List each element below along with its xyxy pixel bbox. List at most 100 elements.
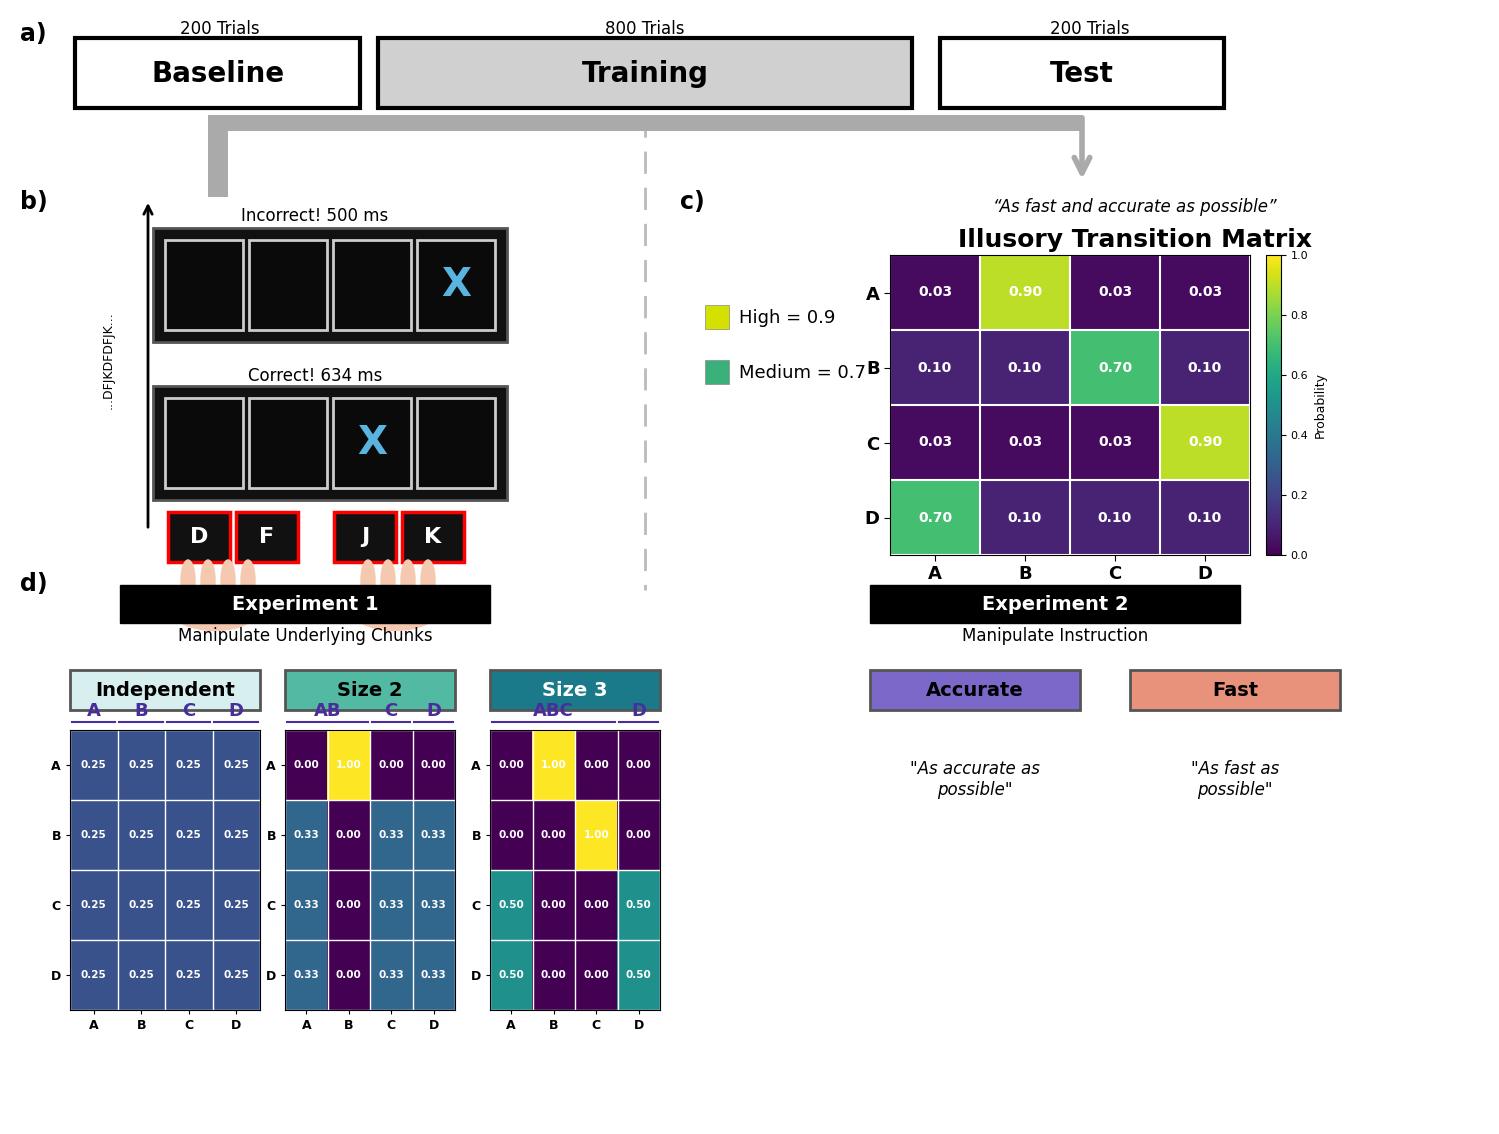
Text: 0.00: 0.00 [583,900,609,909]
FancyBboxPatch shape [217,115,1082,132]
Text: 0.25: 0.25 [175,970,202,980]
Text: 0.25: 0.25 [81,760,106,770]
Text: 0.10: 0.10 [917,361,952,374]
Text: 0.00: 0.00 [627,760,652,770]
Text: 0.03: 0.03 [917,435,952,449]
Text: 0.10: 0.10 [1187,510,1222,525]
FancyBboxPatch shape [208,115,228,197]
Text: Manipulate Underlying Chunks: Manipulate Underlying Chunks [178,627,432,645]
FancyBboxPatch shape [417,240,495,330]
Text: 0.25: 0.25 [129,760,154,770]
Text: 0.33: 0.33 [378,900,405,909]
Text: D: D [631,702,646,720]
FancyBboxPatch shape [869,670,1079,710]
FancyBboxPatch shape [705,359,729,384]
Text: “As fast and accurate as possible”: “As fast and accurate as possible” [994,198,1277,215]
Text: Accurate: Accurate [926,680,1024,700]
Text: 0.00: 0.00 [498,830,525,840]
Ellipse shape [201,560,214,600]
Text: 200 Trials: 200 Trials [180,20,259,39]
Text: Size 2: Size 2 [337,680,403,700]
Ellipse shape [220,560,235,600]
Text: 0.10: 0.10 [1007,510,1042,525]
Text: 0.25: 0.25 [223,830,249,840]
Text: 0.00: 0.00 [336,900,361,909]
Text: 0.25: 0.25 [81,900,106,909]
Text: High = 0.9: High = 0.9 [739,308,835,327]
Text: a): a) [19,22,46,46]
Text: Training: Training [582,60,709,88]
Text: 0.00: 0.00 [583,970,609,980]
FancyBboxPatch shape [249,240,327,330]
Text: 0.33: 0.33 [294,900,319,909]
Text: d): d) [19,572,48,596]
Text: 0.25: 0.25 [223,900,249,909]
Text: C: C [385,702,397,720]
Text: 0.00: 0.00 [627,830,652,840]
Text: 1.00: 1.00 [336,760,361,770]
Text: 0.25: 0.25 [223,970,249,980]
Text: A: A [87,702,100,720]
Text: Manipulate Instruction: Manipulate Instruction [962,627,1148,645]
Text: 0.10: 0.10 [1187,361,1222,374]
Text: 0.50: 0.50 [498,970,525,980]
Text: 0.70: 0.70 [1097,361,1132,374]
Text: 0.33: 0.33 [294,970,319,980]
Text: 0.33: 0.33 [294,830,319,840]
Text: 0.10: 0.10 [1007,361,1042,374]
Text: D: D [426,702,441,720]
Ellipse shape [402,560,415,600]
FancyBboxPatch shape [168,511,229,562]
Text: 1.00: 1.00 [583,830,609,840]
Text: 0.00: 0.00 [541,970,567,980]
FancyBboxPatch shape [153,228,507,342]
Text: 0.03: 0.03 [917,286,952,299]
FancyBboxPatch shape [235,511,298,562]
Text: c): c) [681,191,705,214]
Text: 0.25: 0.25 [175,760,202,770]
Text: X: X [357,424,387,462]
FancyBboxPatch shape [402,511,465,562]
Text: "As fast as
possible": "As fast as possible" [1190,760,1279,798]
Text: Experiment 1: Experiment 1 [232,594,378,613]
Text: K: K [424,527,442,547]
FancyBboxPatch shape [1130,670,1340,710]
Text: 0.90: 0.90 [1187,435,1222,449]
Text: 0.00: 0.00 [541,900,567,909]
Text: Test: Test [1051,60,1114,88]
Text: 0.33: 0.33 [378,970,405,980]
Text: AB: AB [313,702,342,720]
Text: Independent: Independent [94,680,235,700]
Text: 0.25: 0.25 [175,830,202,840]
Text: 0.70: 0.70 [917,510,952,525]
Text: ABC: ABC [534,702,574,720]
Text: 0.25: 0.25 [129,830,154,840]
FancyBboxPatch shape [285,670,456,710]
Text: X: X [441,266,471,304]
FancyBboxPatch shape [333,240,411,330]
Text: Correct! 634 ms: Correct! 634 ms [247,367,382,386]
Ellipse shape [361,560,375,600]
Text: 0.00: 0.00 [541,830,567,840]
Text: 1.00: 1.00 [541,760,567,770]
Text: 0.00: 0.00 [421,760,447,770]
Text: 0.25: 0.25 [129,900,154,909]
Y-axis label: Probability: Probability [1315,372,1327,438]
Text: 0.00: 0.00 [336,830,361,840]
Text: b): b) [19,191,48,214]
Text: B: B [135,702,148,720]
Text: 0.50: 0.50 [627,900,652,909]
FancyBboxPatch shape [153,386,507,500]
FancyBboxPatch shape [165,398,243,488]
Text: Size 3: Size 3 [543,680,607,700]
Text: 0.00: 0.00 [498,760,525,770]
Text: 0.33: 0.33 [421,970,447,980]
Text: Illusory Transition Matrix: Illusory Transition Matrix [958,228,1312,252]
Ellipse shape [241,560,255,600]
Text: 0.03: 0.03 [1097,435,1132,449]
Text: 0.00: 0.00 [583,760,609,770]
Text: Fast: Fast [1211,680,1258,700]
Text: "As accurate as
possible": "As accurate as possible" [910,760,1040,798]
Text: F: F [259,527,274,547]
FancyBboxPatch shape [378,39,911,108]
